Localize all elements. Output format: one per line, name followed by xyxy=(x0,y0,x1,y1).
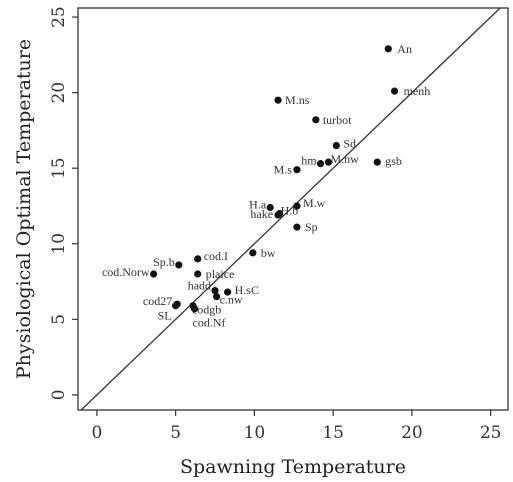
point-label: bw xyxy=(261,246,276,260)
y-axis-title: Physiological Optimal Temperature xyxy=(13,39,35,379)
point-label: H.sC xyxy=(235,283,259,297)
data-point xyxy=(293,202,301,210)
data-point xyxy=(190,305,199,313)
data-point xyxy=(324,158,333,166)
point-label: cod.I xyxy=(204,249,228,263)
x-tick-label: 5 xyxy=(170,423,181,443)
data-point xyxy=(390,87,399,95)
y-tick-label: 10 xyxy=(49,233,69,255)
data-point xyxy=(194,270,202,278)
point-label: cod27 xyxy=(143,294,172,308)
point-label: menh xyxy=(404,84,431,98)
point-label: hake xyxy=(250,207,273,221)
x-tick-label: 0 xyxy=(91,423,102,443)
data-point xyxy=(276,209,284,218)
x-tick-label: 15 xyxy=(322,423,344,443)
y-tick-label: 0 xyxy=(49,389,69,400)
data-point xyxy=(249,249,257,257)
data-point xyxy=(213,293,221,301)
y-tick-label: 5 xyxy=(49,314,69,325)
plot-frame-group xyxy=(77,7,509,411)
data-point xyxy=(224,288,232,296)
data-point xyxy=(211,287,219,295)
data-point xyxy=(293,166,301,174)
axis-ticks-group: 0 5 10 15 20 25 0 5 10 15 20 25 xyxy=(49,6,501,443)
point-label: cod.Norw xyxy=(102,265,150,279)
y-tick-label: 20 xyxy=(49,82,69,104)
point-label: codgb xyxy=(192,303,221,317)
data-point xyxy=(150,270,158,278)
point-label: plaice xyxy=(206,267,235,281)
point-label: hm xyxy=(301,154,317,168)
data-point xyxy=(384,45,392,53)
data-points-group xyxy=(150,45,399,313)
point-label: M.s xyxy=(274,163,293,177)
x-tick-label: 20 xyxy=(401,423,423,443)
x-tick-label: 10 xyxy=(244,423,266,443)
one-to-one-line xyxy=(80,7,501,411)
point-label: M.w xyxy=(303,196,326,210)
point-label: gsb xyxy=(385,154,402,168)
y-tick-label: 15 xyxy=(49,157,69,179)
point-label: SL xyxy=(158,309,172,323)
reference-line-group xyxy=(80,7,501,411)
x-axis-title: Spawning Temperature xyxy=(180,456,406,478)
point-labels-group: An menh M.ns turbot Sd gsb M.nw hm M.s H.a M.w hake… xyxy=(102,42,430,330)
data-point xyxy=(316,160,325,168)
point-label: Sp xyxy=(305,220,318,234)
point-label: turbot xyxy=(323,113,352,127)
point-label: M.nw xyxy=(330,152,359,166)
point-label: An xyxy=(397,42,412,56)
point-label: H.a xyxy=(249,197,267,211)
plot-frame xyxy=(77,7,509,411)
y-tick-label: 25 xyxy=(49,6,69,28)
data-point xyxy=(293,223,301,231)
point-label: cod.Nf xyxy=(193,316,226,330)
data-point xyxy=(172,302,180,310)
data-point xyxy=(373,158,381,166)
point-label: M.ns xyxy=(285,93,310,107)
point-label: H.b xyxy=(281,204,299,218)
data-point xyxy=(175,261,183,269)
point-label: Sp.b xyxy=(153,255,175,269)
point-label: c.nw xyxy=(220,293,243,307)
data-point xyxy=(194,255,202,263)
point-label: hadd xyxy=(188,279,211,293)
data-point xyxy=(266,203,274,212)
data-point xyxy=(312,116,320,124)
data-point xyxy=(332,141,340,150)
point-label: Sd xyxy=(343,137,356,151)
x-tick-label: 25 xyxy=(480,423,502,443)
data-point xyxy=(274,96,282,104)
